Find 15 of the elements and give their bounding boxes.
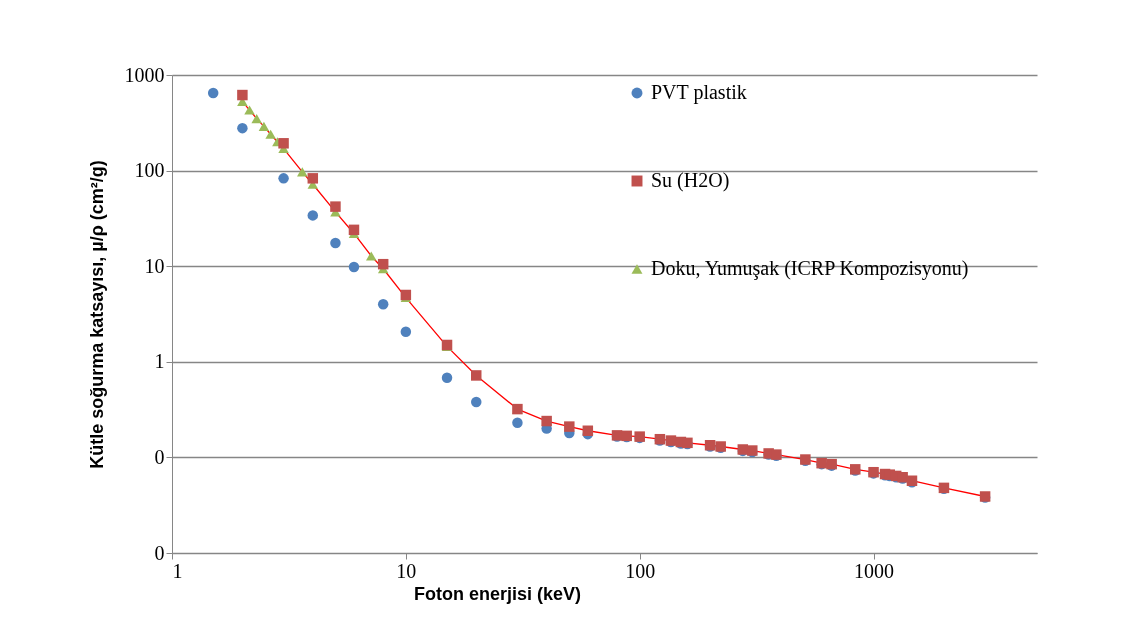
x-tick-label: 1 — [172, 559, 183, 582]
y-tick-label: 10 — [144, 254, 165, 277]
y-tick-label: 0 — [154, 445, 165, 468]
y-tick-label: 1000 — [124, 63, 165, 86]
x-tick-label: 10 — [396, 559, 417, 582]
y-tick-label: 0 — [154, 541, 165, 564]
x-axis-title: Foton enerjisi (keV) — [413, 583, 582, 604]
y-tick-label: 100 — [134, 159, 165, 182]
legend-label: Su (H2O) — [651, 169, 730, 192]
legend-label: Doku, Yumuşak (ICRP Kompozisyonu) — [651, 257, 969, 280]
x-tick-label: 100 — [625, 559, 656, 582]
legend-label: PVT plastik — [651, 81, 747, 104]
x-tick-label: 1000 — [854, 559, 895, 582]
y-axis-title: Kütle soğurma katsayısı, µ/ρ (cm²/g) — [86, 160, 107, 469]
y-tick-label: 1 — [154, 350, 165, 373]
